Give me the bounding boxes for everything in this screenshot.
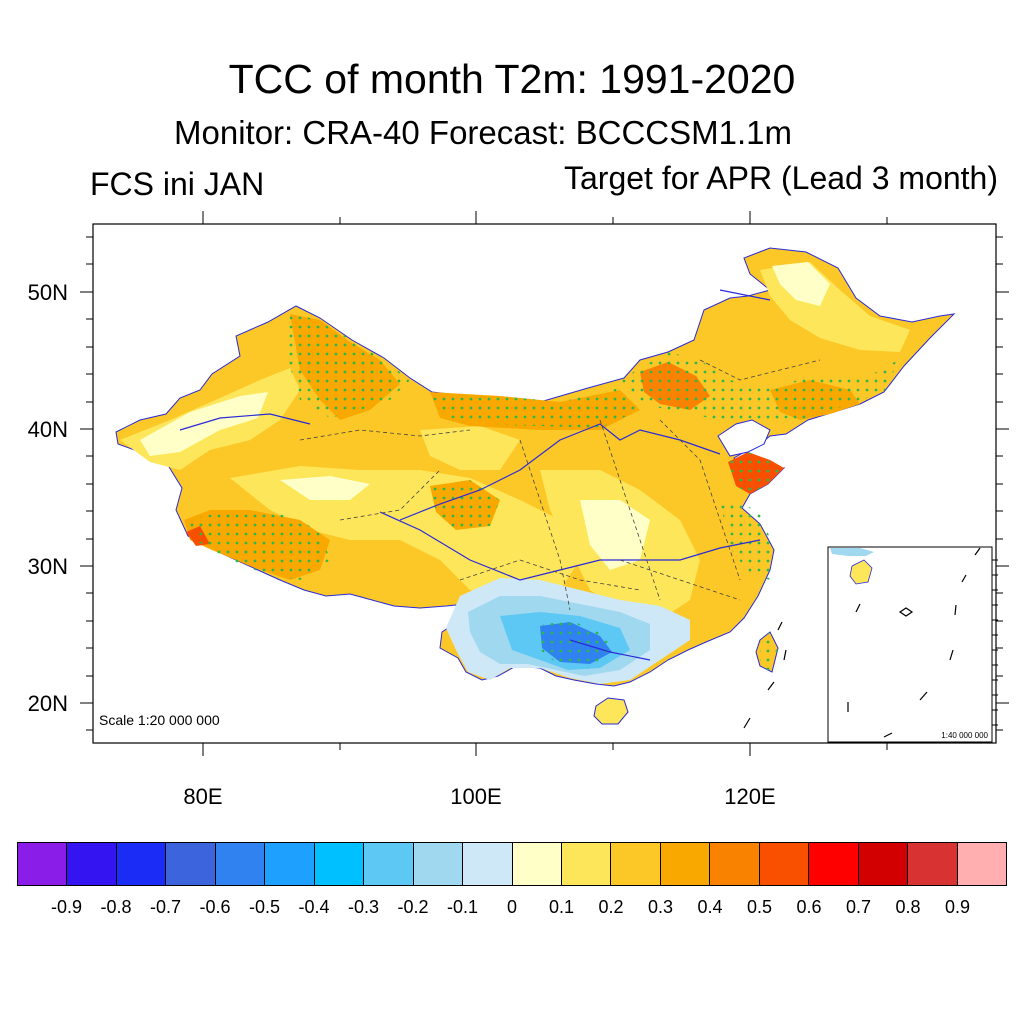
colorbar-box xyxy=(364,843,414,885)
colorbar-box xyxy=(809,843,859,885)
colorbar-box xyxy=(512,843,562,885)
colorbar-box xyxy=(265,843,315,885)
chart-subtitle: Monitor: CRA-40 Forecast: BCCCSM1.1m xyxy=(174,114,792,151)
lat-label-40n: 40N xyxy=(28,417,68,442)
colorbar-label: 0.1 xyxy=(548,897,575,917)
colorbar-box xyxy=(561,843,612,885)
lat-label-30n: 30N xyxy=(28,554,68,579)
bohai-sea xyxy=(717,419,771,457)
colorbar-label: 0.2 xyxy=(598,897,624,917)
colorbar-box xyxy=(660,843,711,885)
lat-label-50n: 50N xyxy=(28,280,68,305)
pale-region-central xyxy=(580,500,650,570)
colorbar-box xyxy=(759,843,810,885)
colorbar-label: -0.8 xyxy=(100,897,132,917)
colorbar-label: 0.5 xyxy=(746,897,773,917)
lon-label-100e: 100E xyxy=(450,784,501,809)
colorbar xyxy=(17,842,1007,886)
province-boundaries xyxy=(299,359,821,611)
colorbar-label: 0.4 xyxy=(697,897,723,917)
colorbar-label: 0.7 xyxy=(845,897,872,917)
colorbar-label: 0.6 xyxy=(796,897,822,917)
colorbar-box xyxy=(611,843,661,885)
colorbar-box xyxy=(957,843,1007,885)
pale-region-xinjiang xyxy=(140,392,268,456)
lat-label-20n: 20N xyxy=(28,691,68,716)
colorbar-box xyxy=(314,843,365,885)
hainan-island xyxy=(593,697,629,725)
colorbar-label: 0.3 xyxy=(647,897,674,917)
colorbar-box xyxy=(463,843,513,885)
lat-ticks xyxy=(80,236,1009,731)
pale-region-northeast xyxy=(772,262,830,306)
target-label: Target for APR (Lead 3 month) xyxy=(564,160,998,196)
colorbar-box xyxy=(166,843,216,885)
colorbar-label: -0.4 xyxy=(298,897,330,917)
colorbar-label: -0.3 xyxy=(347,897,380,917)
rivers xyxy=(179,289,771,661)
inset-scale-label: 1:40 000 000 xyxy=(941,731,988,740)
lon-label-120e: 120E xyxy=(724,784,775,809)
south-china-sea-inset: 1:40 000 000 xyxy=(827,546,998,743)
colorbar-label: -0.9 xyxy=(50,897,83,917)
significance-stippling xyxy=(188,314,900,672)
colorbar-label: -0.1 xyxy=(446,897,479,917)
colorbar-label: -0.2 xyxy=(397,897,429,917)
colorbar-box xyxy=(215,843,266,885)
colorbar-label: -0.5 xyxy=(248,897,281,917)
chart-title: TCC of month T2m: 1991-2020 xyxy=(228,56,796,102)
colorbar-box xyxy=(413,843,464,885)
light-region-north xyxy=(420,426,520,470)
colorbar-label: -0.6 xyxy=(199,897,231,917)
scale-label: Scale 1:20 000 000 xyxy=(99,712,220,728)
colorbar-box xyxy=(858,843,909,885)
colorbar-label: 0 xyxy=(506,897,518,917)
colorbar-label: 0.9 xyxy=(944,897,971,917)
colorbar-label: -0.7 xyxy=(149,897,182,917)
colorbar-box xyxy=(116,843,167,885)
init-label: FCS ini JAN xyxy=(90,166,265,202)
sea-boundary-dashes xyxy=(743,621,787,729)
colorbar-box xyxy=(18,843,68,885)
colorbar-box xyxy=(710,843,760,885)
colorbar-box xyxy=(908,843,958,885)
colorbar-box xyxy=(67,843,117,885)
lon-ticks xyxy=(202,211,888,756)
colorbar-label: 0.8 xyxy=(895,897,921,917)
pale-region-tibet xyxy=(280,476,370,500)
lon-label-80e: 80E xyxy=(183,784,222,809)
